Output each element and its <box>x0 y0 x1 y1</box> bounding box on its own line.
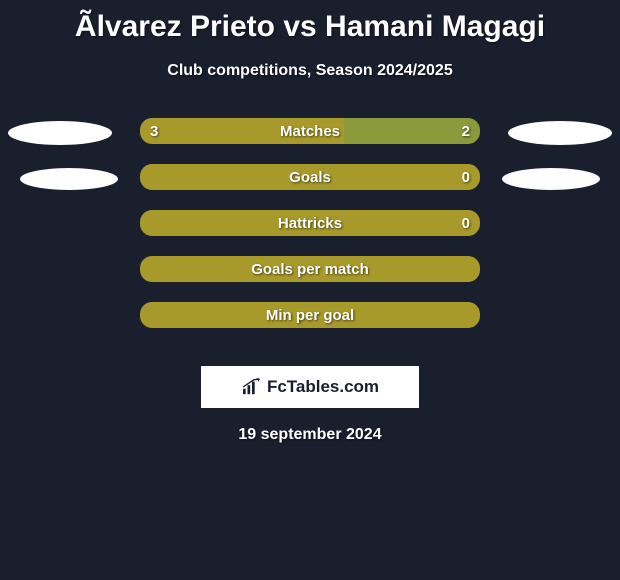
player-right-marker <box>502 168 600 190</box>
stat-label: Goals <box>140 164 480 190</box>
stat-value-right: 2 <box>462 118 470 144</box>
stat-row: Hattricks0 <box>0 210 620 256</box>
stat-bar: Matches3 2 <box>140 118 480 144</box>
stat-label: Goals per match <box>140 256 480 282</box>
stat-bar: Goals per match <box>140 256 480 282</box>
subtitle: Club competitions, Season 2024/2025 <box>0 62 620 80</box>
logo-box: FcTables.com <box>201 366 419 408</box>
stat-label: Min per goal <box>140 302 480 328</box>
stat-value-right: 0 <box>462 164 470 190</box>
stat-row: Goals per match <box>0 256 620 302</box>
player-right-marker <box>508 121 612 145</box>
player-left-marker <box>8 121 112 145</box>
stat-row: Goals0 <box>0 164 620 210</box>
stat-bar: Hattricks0 <box>140 210 480 236</box>
logo: FcTables.com <box>241 377 379 397</box>
page-title: Ãlvarez Prieto vs Hamani Magagi <box>0 0 620 44</box>
stat-bar: Goals0 <box>140 164 480 190</box>
stat-row: Min per goal <box>0 302 620 348</box>
stat-label: Hattricks <box>140 210 480 236</box>
stat-value-right: 0 <box>462 210 470 236</box>
stat-bar: Min per goal <box>140 302 480 328</box>
player-left-marker <box>20 168 118 190</box>
date-text: 19 september 2024 <box>0 426 620 444</box>
chart-icon <box>241 378 263 396</box>
logo-text: FcTables.com <box>267 377 379 397</box>
stat-value-left: 3 <box>150 118 158 144</box>
stat-label: Matches <box>140 118 480 144</box>
stat-row: Matches3 2 <box>0 118 620 164</box>
stats-rows: Matches32Goals0Hattricks0Goals per match… <box>0 118 620 348</box>
